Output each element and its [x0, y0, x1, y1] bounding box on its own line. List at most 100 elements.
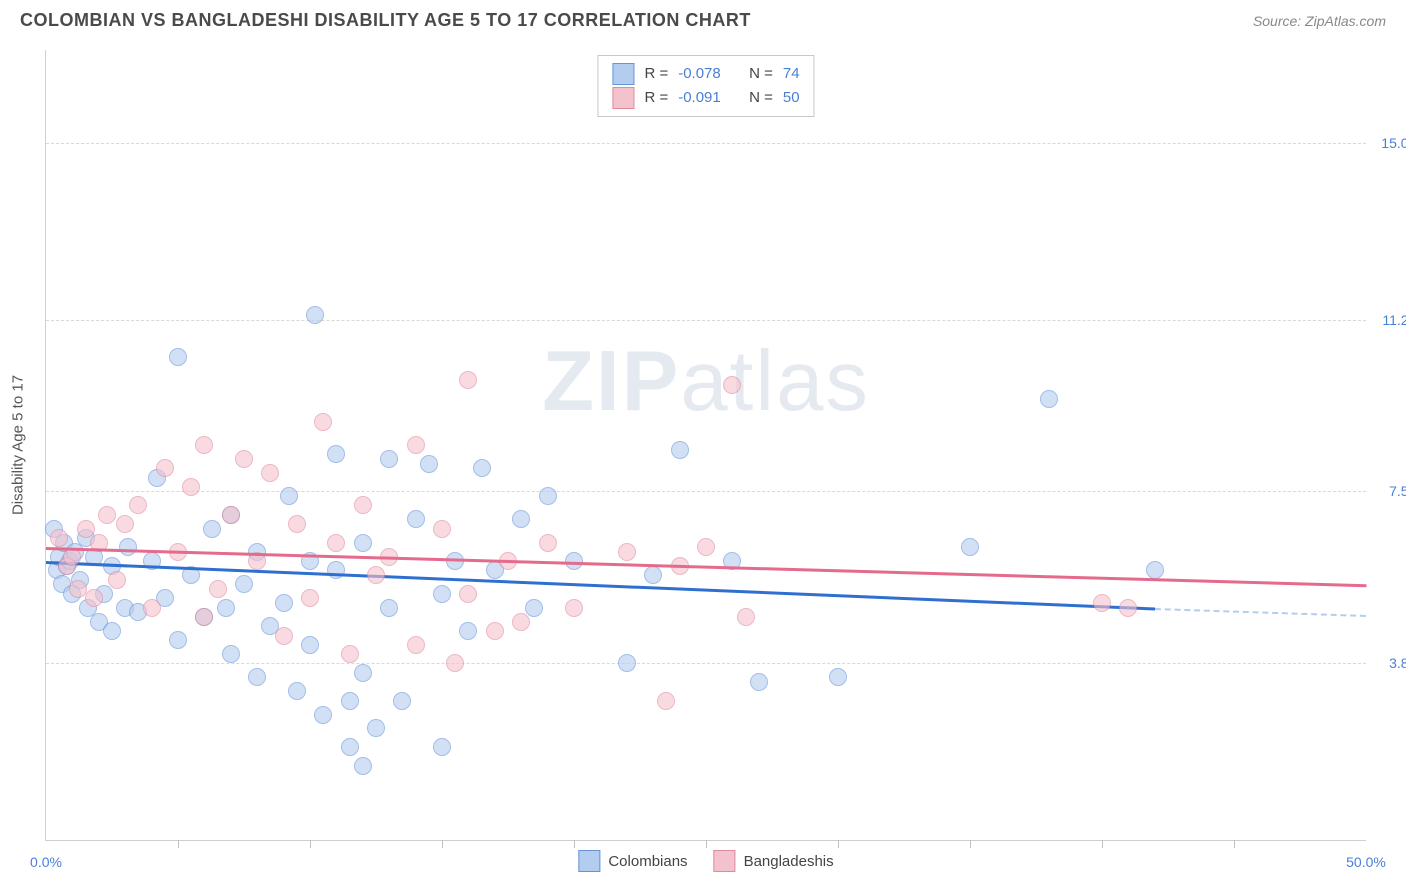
data-point	[50, 529, 68, 547]
data-point	[301, 636, 319, 654]
data-point	[565, 599, 583, 617]
data-point	[275, 627, 293, 645]
x-tick-label: 50.0%	[1346, 854, 1386, 870]
data-point	[314, 706, 332, 724]
legend-label: Bangladeshis	[744, 853, 834, 870]
data-point	[1119, 599, 1137, 617]
data-point	[512, 510, 530, 528]
data-point	[393, 692, 411, 710]
trend-line-extrapolated	[1155, 608, 1366, 617]
scatter-chart: Disability Age 5 to 17 ZIPatlas R = -0.0…	[45, 50, 1366, 841]
data-point	[618, 543, 636, 561]
data-point	[341, 738, 359, 756]
chart-title: COLOMBIAN VS BANGLADESHI DISABILITY AGE …	[20, 10, 751, 31]
legend-item: Colombians	[578, 850, 687, 872]
correlation-legend: R = -0.078 N = 74 R = -0.091 N = 50	[597, 55, 814, 117]
data-point	[420, 455, 438, 473]
legend-row-colombians: R = -0.078 N = 74	[612, 62, 799, 86]
gridline	[46, 491, 1366, 492]
gridline	[46, 320, 1366, 321]
data-point	[261, 464, 279, 482]
r-value: -0.078	[678, 62, 721, 86]
data-point	[280, 487, 298, 505]
data-point	[723, 376, 741, 394]
data-point	[222, 506, 240, 524]
n-value: 74	[783, 62, 800, 86]
data-point	[209, 580, 227, 598]
data-point	[473, 459, 491, 477]
x-tick	[574, 840, 575, 848]
data-point	[525, 599, 543, 617]
data-point	[143, 599, 161, 617]
data-point	[341, 692, 359, 710]
data-point	[169, 348, 187, 366]
data-point	[98, 506, 116, 524]
data-point	[539, 487, 557, 505]
x-tick	[838, 840, 839, 848]
data-point	[380, 450, 398, 468]
data-point	[512, 613, 530, 631]
y-tick-label: 11.2%	[1382, 312, 1406, 328]
data-point	[103, 622, 121, 640]
data-point	[169, 631, 187, 649]
data-point	[618, 654, 636, 672]
data-point	[222, 645, 240, 663]
data-point	[433, 738, 451, 756]
data-point	[288, 682, 306, 700]
x-tick	[1102, 840, 1103, 848]
data-point	[195, 608, 213, 626]
data-point	[275, 594, 293, 612]
data-point	[644, 566, 662, 584]
data-point	[203, 520, 221, 538]
data-point	[108, 571, 126, 589]
data-point	[697, 538, 715, 556]
data-point	[327, 445, 345, 463]
data-point	[657, 692, 675, 710]
data-point	[1093, 594, 1111, 612]
data-point	[235, 575, 253, 593]
data-point	[248, 668, 266, 686]
data-point	[119, 538, 137, 556]
data-point	[459, 585, 477, 603]
data-point	[195, 436, 213, 454]
data-point	[539, 534, 557, 552]
data-point	[327, 534, 345, 552]
legend-label: Colombians	[608, 853, 687, 870]
data-point	[407, 436, 425, 454]
data-point	[341, 645, 359, 663]
data-point	[407, 636, 425, 654]
data-point	[459, 371, 477, 389]
x-tick	[706, 840, 707, 848]
data-point	[367, 566, 385, 584]
data-point	[354, 496, 372, 514]
data-point	[85, 589, 103, 607]
x-tick	[442, 840, 443, 848]
data-point	[446, 654, 464, 672]
data-point	[235, 450, 253, 468]
x-tick	[310, 840, 311, 848]
data-point	[961, 538, 979, 556]
data-point	[671, 441, 689, 459]
data-point	[750, 673, 768, 691]
data-point	[737, 608, 755, 626]
watermark: ZIPatlas	[542, 333, 870, 431]
swatch-icon	[578, 850, 600, 872]
y-axis-label: Disability Age 5 to 17	[10, 375, 27, 515]
x-tick	[970, 840, 971, 848]
data-point	[288, 515, 306, 533]
data-point	[354, 534, 372, 552]
legend-item: Bangladeshis	[714, 850, 834, 872]
data-point	[129, 496, 147, 514]
series-legend: Colombians Bangladeshis	[578, 850, 833, 872]
n-value: 50	[783, 86, 800, 110]
data-point	[327, 561, 345, 579]
swatch-icon	[612, 87, 634, 109]
data-point	[116, 515, 134, 533]
r-value: -0.091	[678, 86, 721, 110]
swatch-icon	[714, 850, 736, 872]
gridline	[46, 663, 1366, 664]
data-point	[182, 478, 200, 496]
data-point	[306, 306, 324, 324]
data-point	[433, 520, 451, 538]
y-tick-label: 7.5%	[1389, 483, 1406, 499]
